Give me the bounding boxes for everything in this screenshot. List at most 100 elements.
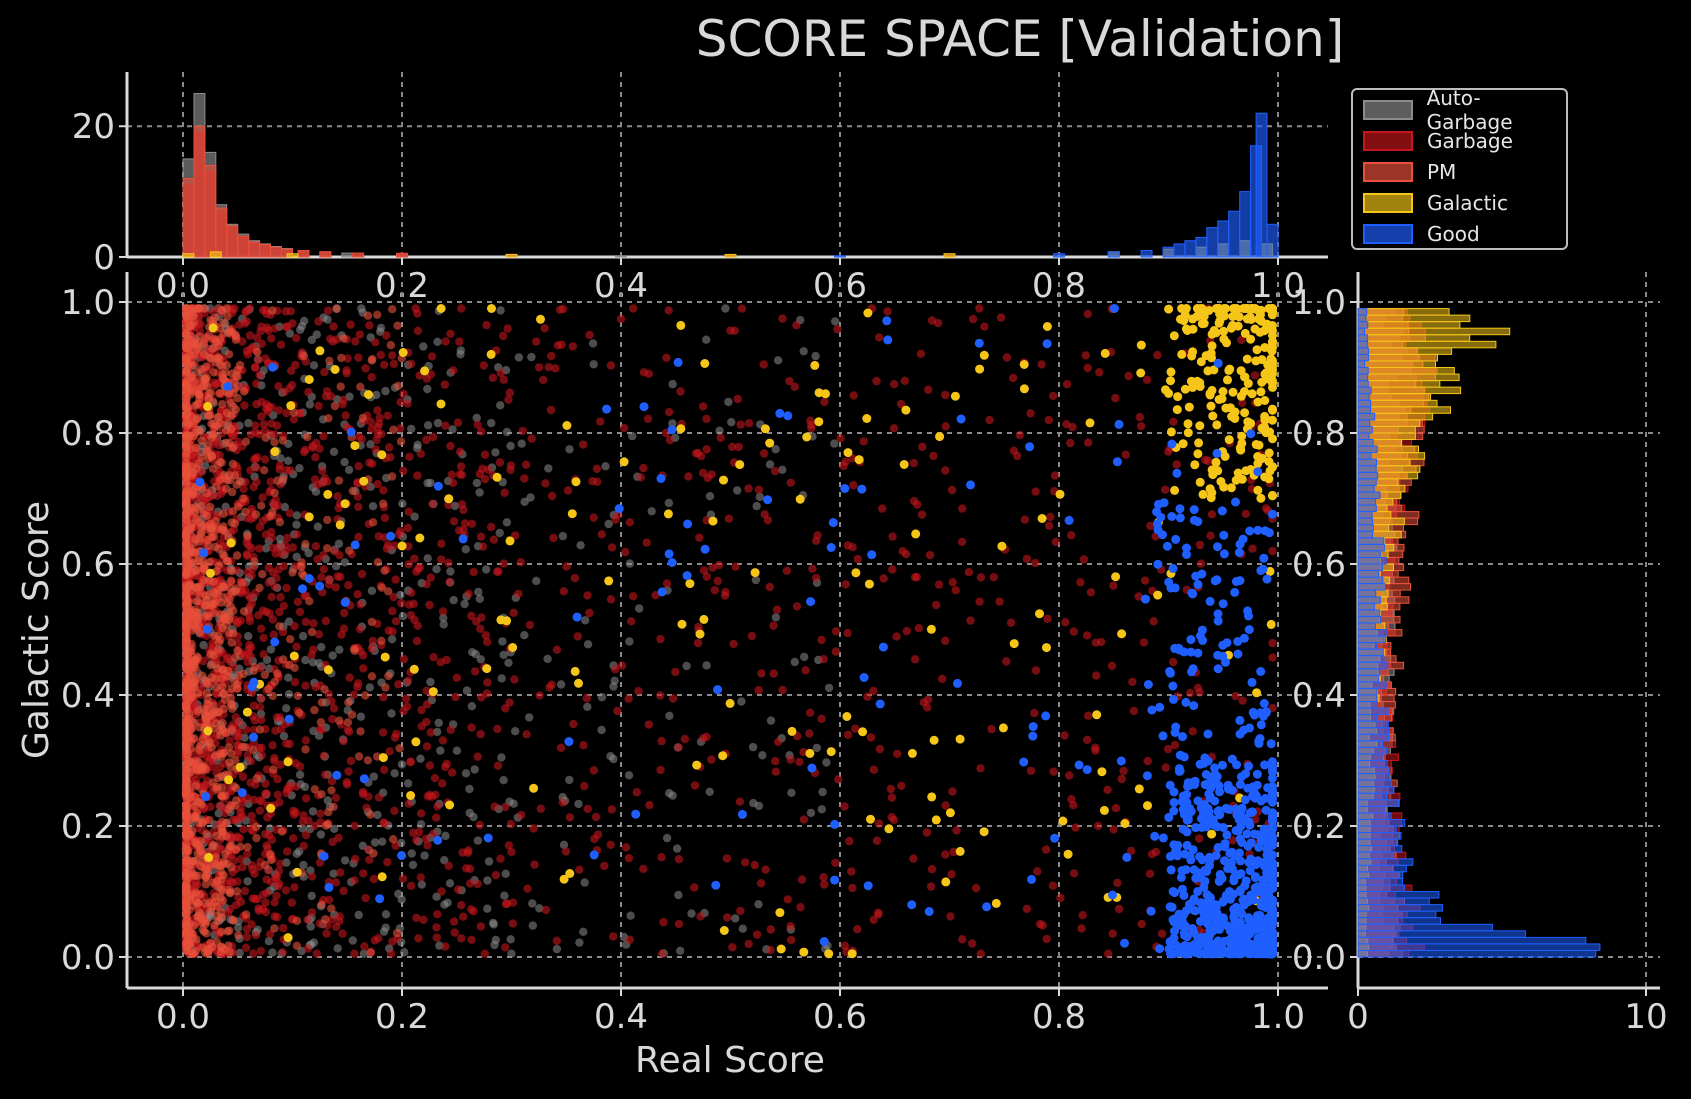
scatter-point-auto-garbage bbox=[433, 727, 442, 737]
scatter-point-auto-garbage bbox=[433, 337, 442, 346]
scatter-point-auto-garbage bbox=[565, 775, 574, 785]
scatter-point-auto-garbage bbox=[724, 397, 733, 407]
scatter-point-garbage bbox=[240, 401, 249, 410]
scatter-point-auto-garbage bbox=[305, 400, 315, 409]
scatter-point-auto-garbage bbox=[501, 869, 510, 878]
main-x-tick-label: 0.6 bbox=[813, 997, 867, 1037]
scatter-point-garbage bbox=[329, 322, 338, 331]
scatter-point-pm bbox=[201, 601, 210, 610]
scatter-point-auto-garbage bbox=[344, 465, 354, 475]
scatter-point-pm bbox=[203, 699, 212, 709]
scatter-point-galactic bbox=[677, 619, 687, 629]
scatter-point-pm bbox=[230, 677, 239, 686]
scatter-point-pm bbox=[182, 920, 191, 929]
scatter-point-auto-garbage bbox=[806, 808, 816, 818]
scatter-point-pm bbox=[324, 807, 333, 817]
scatter-point-galactic bbox=[1222, 338, 1231, 348]
scatter-point-pm bbox=[213, 524, 222, 534]
scatter-point-garbage bbox=[291, 782, 301, 791]
scatter-point-garbage bbox=[872, 376, 881, 386]
scatter-point-garbage bbox=[399, 466, 408, 476]
scatter-point-garbage bbox=[251, 930, 261, 940]
scatter-point-garbage bbox=[941, 390, 950, 400]
scatter-point-pm bbox=[184, 582, 193, 591]
scatter-point-pm bbox=[204, 395, 213, 404]
scatter-point-auto-garbage bbox=[497, 753, 506, 762]
scatter-point-pm bbox=[250, 557, 259, 566]
scatter-point-garbage bbox=[239, 484, 248, 494]
scatter-point-auto-garbage bbox=[420, 851, 429, 860]
scatter-point-auto-garbage bbox=[773, 356, 783, 365]
scatter-point-pm bbox=[184, 696, 194, 705]
scatter-point-garbage bbox=[450, 928, 459, 937]
scatter-point-auto-garbage bbox=[474, 587, 483, 597]
scatter-point-garbage bbox=[506, 819, 516, 829]
scatter-point-garbage bbox=[467, 935, 476, 944]
scatter-point-garbage bbox=[482, 689, 492, 698]
scatter-point-garbage bbox=[918, 442, 927, 451]
scatter-point-galactic bbox=[286, 401, 296, 411]
scatter-point-pm bbox=[321, 915, 330, 924]
scatter-point-pm bbox=[396, 437, 406, 446]
scatter-point-auto-garbage bbox=[461, 545, 470, 554]
scatter-point-garbage bbox=[501, 704, 510, 713]
scatter-point-pm bbox=[260, 670, 270, 679]
scatter-point-garbage bbox=[1186, 688, 1195, 698]
scatter-point-garbage bbox=[399, 654, 409, 664]
main-x-tick-label: 1.0 bbox=[1251, 997, 1305, 1037]
scatter-point-garbage bbox=[391, 617, 401, 626]
scatter-point-garbage bbox=[368, 636, 377, 646]
scatter-point-garbage bbox=[834, 775, 843, 784]
scatter-point-garbage bbox=[238, 797, 248, 806]
scatter-point-garbage bbox=[437, 555, 446, 564]
scatter-point-garbage bbox=[247, 811, 256, 821]
scatter-point-pm bbox=[212, 683, 221, 692]
scatter-point-garbage bbox=[422, 742, 432, 751]
scatter-point-garbage bbox=[766, 945, 775, 955]
scatter-point-galactic bbox=[1195, 477, 1205, 487]
scatter-point-galactic bbox=[428, 687, 438, 697]
scatter-point-garbage bbox=[465, 864, 475, 873]
scatter-point-pm bbox=[210, 751, 219, 760]
scatter-point-auto-garbage bbox=[323, 796, 332, 805]
scatter-point-garbage bbox=[656, 634, 665, 644]
scatter-point-garbage bbox=[606, 840, 615, 849]
scatter-point-pm bbox=[227, 700, 236, 709]
scatter-point-garbage bbox=[267, 419, 276, 428]
scatter-point-galactic bbox=[1207, 385, 1217, 395]
scatter-point-pm bbox=[217, 913, 226, 922]
scatter-point-auto-garbage bbox=[581, 616, 590, 625]
scatter-point-garbage bbox=[334, 833, 343, 843]
scatter-point-garbage bbox=[256, 624, 266, 633]
scatter-point-pm bbox=[182, 704, 191, 713]
scatter-point-galactic bbox=[998, 723, 1008, 733]
scatter-point-garbage bbox=[416, 809, 426, 818]
scatter-point-galactic bbox=[842, 712, 852, 721]
scatter-point-garbage bbox=[657, 736, 666, 746]
scatter-point-garbage bbox=[723, 913, 732, 922]
scatter-point-garbage bbox=[259, 420, 269, 429]
scatter-point-garbage bbox=[258, 516, 267, 526]
scatter-point-galactic bbox=[1035, 609, 1044, 619]
scatter-point-garbage bbox=[490, 802, 499, 811]
scatter-point-auto-garbage bbox=[370, 838, 380, 847]
scatter-point-garbage bbox=[535, 691, 544, 700]
scatter-point-garbage bbox=[415, 827, 424, 837]
scatter-point-pm bbox=[232, 796, 241, 805]
scatter-point-galactic bbox=[927, 792, 937, 802]
scatter-point-pm bbox=[334, 476, 344, 485]
scatter-point-garbage bbox=[1137, 421, 1146, 431]
scatter-point-garbage bbox=[344, 581, 353, 590]
scatter-point-pm bbox=[232, 887, 242, 896]
top-hist-bar-good bbox=[834, 255, 846, 258]
scatter-point-garbage bbox=[1022, 554, 1032, 564]
scatter-point-garbage bbox=[275, 607, 284, 617]
scatter-point-pm bbox=[201, 378, 210, 388]
scatter-point-garbage bbox=[478, 542, 488, 551]
scatter-point-garbage bbox=[432, 813, 441, 822]
top-hist-bar-good bbox=[1195, 236, 1208, 258]
scatter-point-galactic bbox=[899, 460, 909, 469]
scatter-point-garbage bbox=[231, 713, 240, 722]
scatter-point-garbage bbox=[332, 922, 341, 931]
scatter-point-garbage bbox=[786, 478, 795, 487]
